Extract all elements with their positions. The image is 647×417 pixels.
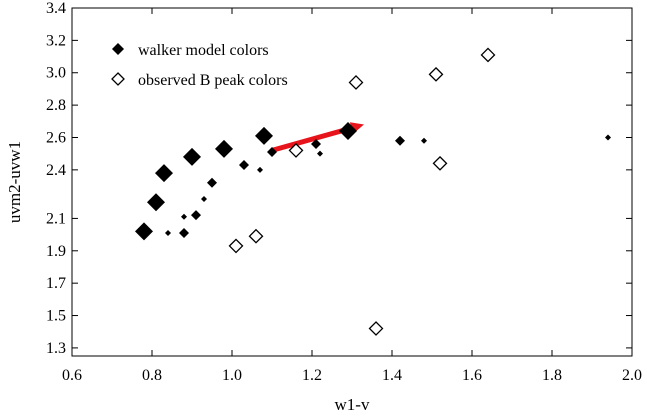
walker-model-point [179, 227, 189, 238]
y-tick-label: 2.1 [46, 210, 66, 227]
walker-model-point [317, 150, 323, 157]
y-axis-label: uvm2-uvw1 [5, 141, 24, 223]
walker-model-point [165, 229, 171, 236]
observed-b-peak-point [288, 143, 304, 158]
observed-b-peak-point [428, 66, 444, 82]
x-axis-ticks: 0.6 0.8 1.0 1.2 1.4 1.6 1.8 2.0 [62, 8, 642, 384]
walker-model-point [215, 139, 233, 158]
points-layer [135, 47, 611, 336]
y-tick-label: 3.0 [46, 65, 66, 82]
legend-marker-open-diamond [111, 72, 125, 86]
walker-model-point [267, 147, 277, 158]
y-tick-label: 3.4 [46, 0, 66, 17]
x-axis-label: w1-v [335, 395, 370, 414]
walker-model-point [147, 193, 165, 212]
walker-model-point [257, 166, 263, 173]
plot-frame [71, 7, 633, 357]
x-tick-label: 0.6 [62, 367, 82, 384]
x-tick-label: 1.4 [382, 367, 402, 384]
observed-b-peak-point [248, 228, 264, 244]
y-tick-label: 1.7 [46, 275, 66, 292]
observed-b-peak-point [348, 75, 364, 90]
walker-model-point [183, 147, 201, 166]
walker-model-point [135, 222, 153, 241]
walker-model-point [155, 164, 173, 183]
y-tick-label: 1.9 [46, 243, 66, 260]
walker-model-point [207, 177, 217, 188]
observed-b-peak-point [432, 155, 448, 171]
walker-model-point [339, 122, 357, 141]
y-tick-label: 1.3 [46, 340, 66, 357]
legend: walker model colors observed B peak colo… [111, 42, 288, 89]
observed-b-peak-point [368, 321, 384, 336]
x-tick-label: 0.8 [142, 367, 162, 384]
walker-model-point [201, 195, 207, 202]
walker-model-point [605, 134, 611, 141]
observed-b-peak-point [228, 238, 244, 254]
y-tick-label: 2.4 [46, 162, 66, 179]
walker-model-point [255, 126, 273, 145]
y-tick-label: 1.5 [46, 308, 66, 325]
legend-label-walker: walker model colors [138, 42, 269, 59]
y-tick-label: 3.2 [46, 32, 66, 49]
y-axis-ticks: 1.3 1.5 1.7 1.9 2.1 2.4 2.6 2.8 3.0 3.2 3.4 [46, 0, 632, 357]
x-tick-label: 1.2 [302, 367, 322, 384]
walker-model-point [191, 210, 201, 221]
x-tick-label: 1.0 [222, 367, 242, 384]
legend-label-observed: observed B peak colors [138, 72, 288, 89]
walker-model-point [421, 137, 427, 144]
walker-model-point [181, 213, 187, 220]
x-tick-label: 1.6 [462, 367, 482, 384]
x-tick-label: 2.0 [622, 367, 642, 384]
observed-b-peak-point [480, 47, 496, 63]
walker-model-point [311, 138, 321, 149]
walker-model-point [395, 135, 405, 146]
y-tick-label: 2.6 [46, 129, 66, 146]
walker-model-point [239, 160, 249, 171]
y-tick-label: 2.8 [46, 97, 66, 114]
x-tick-label: 1.8 [542, 367, 562, 384]
legend-marker-filled-diamond [112, 43, 124, 55]
